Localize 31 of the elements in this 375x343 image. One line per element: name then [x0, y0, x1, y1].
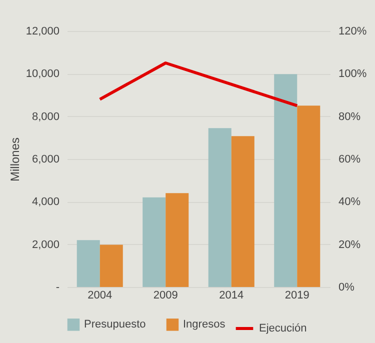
y-tick-label: 10,000 [26, 68, 60, 80]
y2-tick-label: 40% [338, 196, 361, 208]
x-tick-label: 2014 [219, 290, 244, 302]
y2-tick-label: 0% [338, 282, 355, 294]
y-tick-label: 2,000 [32, 238, 60, 251]
bar [297, 106, 320, 287]
legend-label: Ejecución [259, 322, 307, 334]
x-tick-label: 2009 [153, 290, 178, 302]
y-axis-title: Millones [8, 137, 22, 182]
bar [166, 193, 189, 287]
y-tick-label: 4,000 [32, 196, 60, 208]
y-tick-label: 8,000 [32, 110, 60, 123]
bar [208, 128, 232, 287]
y2-tick-label: 20% [338, 238, 361, 251]
y-tick-label: - [56, 282, 60, 294]
x-tick-label: 2004 [88, 290, 112, 302]
line-series [98, 62, 299, 108]
y2-tick-label: 120% [338, 26, 367, 38]
y2-tick-label: 80% [338, 110, 361, 123]
legend-label: Ingresos [183, 318, 226, 331]
bar [231, 136, 254, 287]
y-tick-label: 6,000 [32, 154, 60, 166]
bar [100, 244, 123, 287]
y2-tick-label: 60% [338, 154, 361, 166]
bar [76, 240, 100, 287]
x-tick-label: 2019 [284, 290, 310, 302]
bar [142, 197, 166, 287]
bar [274, 74, 298, 287]
y-tick-label: 12,000 [26, 26, 60, 38]
legend-label: Presupuesto [84, 318, 146, 331]
y2-tick-label: 100% [338, 68, 367, 80]
